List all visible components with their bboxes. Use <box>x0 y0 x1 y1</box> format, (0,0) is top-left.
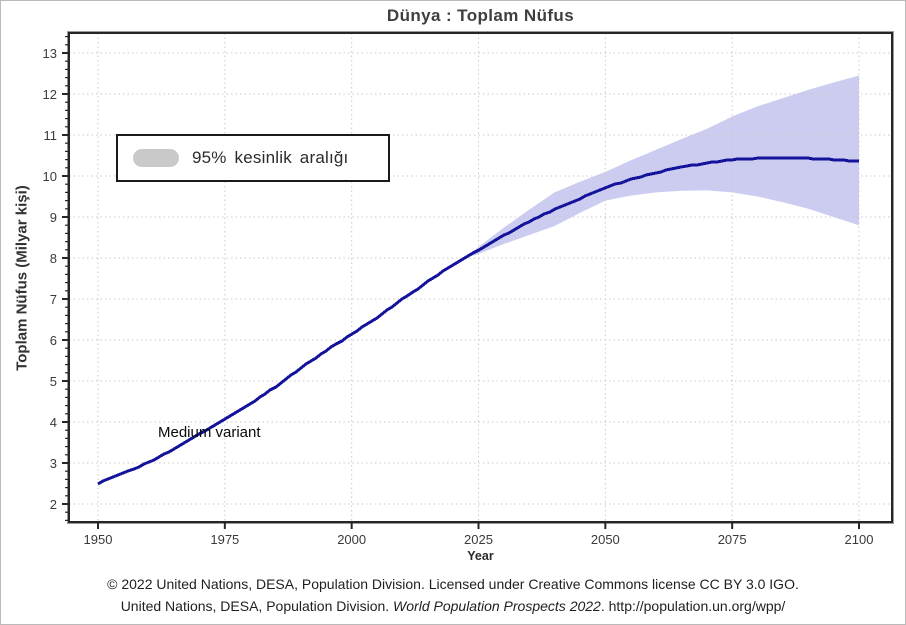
x-tick-label: 2050 <box>590 532 620 547</box>
x-tick-label: 2025 <box>464 532 493 547</box>
x-tick-label: 2075 <box>717 532 747 547</box>
confidence-band <box>463 75 859 259</box>
plot-border-shadow <box>67 31 894 524</box>
y-tick-label: 13 <box>42 46 57 61</box>
chart-title: Dünya : Toplam Nüfus <box>386 6 575 25</box>
footer-citation-prefix: United Nations, DESA, Population Divisio… <box>120 598 394 614</box>
y-tick-label: 2 <box>49 497 57 512</box>
y-tick-label: 3 <box>49 456 57 471</box>
x-tick-label: 1950 <box>83 532 113 547</box>
footer-citation-title: World Population Prospects 2022 <box>393 598 601 614</box>
legend-box: 95% kesinlik aralığı <box>116 134 390 182</box>
x-tick-label: 1975 <box>210 532 240 547</box>
y-tick-label: 8 <box>49 251 57 266</box>
y-tick-label: 7 <box>49 292 57 307</box>
medium-variant-annotation: Medium variant <box>158 424 261 441</box>
y-tick-label: 10 <box>42 169 57 184</box>
footer-copyright: © 2022 United Nations, DESA, Population … <box>107 576 799 592</box>
y-tick-label: 4 <box>49 415 57 430</box>
x-axis-title: Year <box>467 549 494 563</box>
footer-citation: United Nations, DESA, Population Divisio… <box>1 598 905 614</box>
plot-border <box>68 32 893 523</box>
y-tick-label: 5 <box>49 374 57 389</box>
y-tick-label: 6 <box>49 333 57 348</box>
y-tick-label: 12 <box>42 87 57 102</box>
x-tick-label: 2100 <box>844 532 874 547</box>
legend-label: 95% kesinlik aralığı <box>192 148 349 167</box>
x-tick-label: 2000 <box>337 532 367 547</box>
y-tick-label: 9 <box>49 210 57 225</box>
population-line <box>97 156 859 486</box>
y-tick-label: 11 <box>43 128 58 143</box>
footer-citation-suffix: . http://population.un.org/wpp/ <box>600 598 786 614</box>
legend-interval-swatch <box>133 149 179 167</box>
